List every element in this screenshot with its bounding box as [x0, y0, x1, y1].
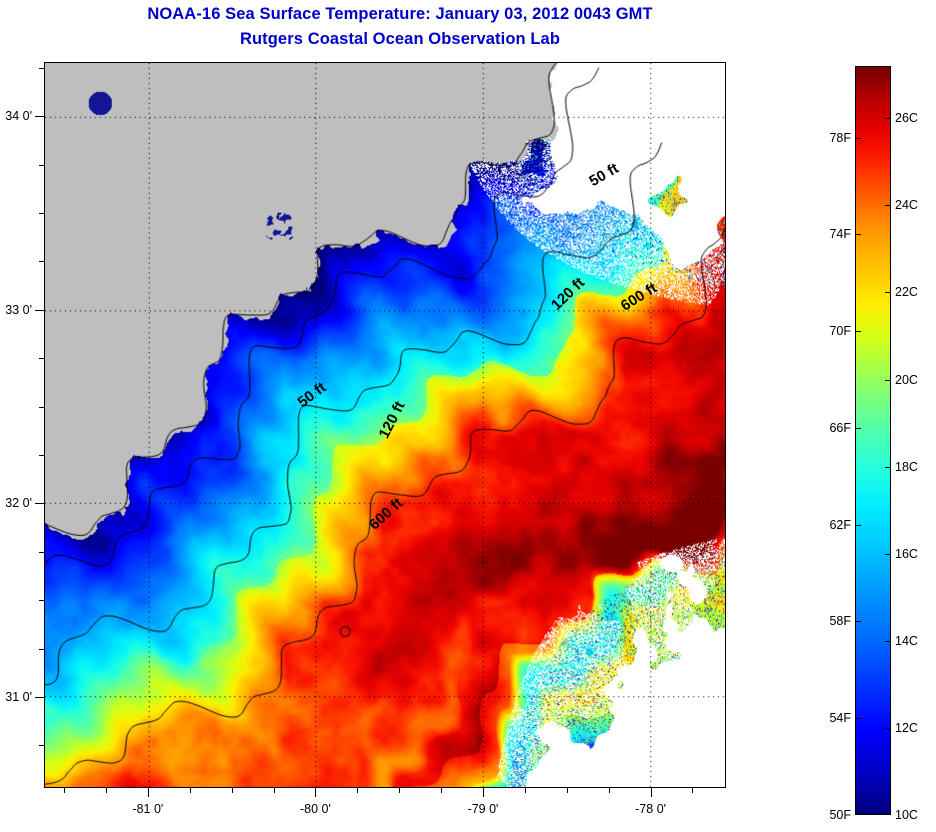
colorbar-tick-fahrenheit — [855, 427, 861, 429]
y-tick-minor — [39, 455, 44, 456]
colorbar-tick-celsius — [885, 640, 891, 642]
y-tick-minor — [39, 648, 44, 650]
x-tick-minor — [524, 788, 526, 793]
page-title: NOAA-16 Sea Surface Temperature: January… — [147, 5, 653, 23]
sst-map[interactable] — [44, 62, 726, 788]
y-tick-minor — [39, 600, 44, 602]
colorbar-tick-celsius — [885, 205, 891, 207]
x-axis-label: -79 0' — [467, 802, 499, 816]
colorbar-label-celsius: 18C — [895, 459, 918, 474]
x-tick-minor — [231, 788, 233, 793]
page-subtitle: Rutgers Coastal Ocean Observation Lab — [239, 30, 561, 48]
y-axis-label: 33 0' — [5, 302, 32, 317]
colorbar-tick-celsius — [885, 118, 891, 120]
colorbar-label-fahrenheit: 74F — [829, 227, 851, 242]
y-tick-minor — [39, 164, 44, 166]
x-tick-major — [483, 788, 485, 797]
x-tick-minor — [441, 788, 443, 793]
colorbar[interactable] — [855, 66, 891, 815]
colorbar-label-celsius: 12C — [895, 720, 918, 735]
x-tick-major — [147, 788, 149, 797]
colorbar-label-fahrenheit: 70F — [829, 324, 851, 339]
colorbar-label-fahrenheit: 50F — [829, 808, 851, 822]
x-tick-minor — [692, 788, 694, 793]
sst-raster — [45, 63, 725, 787]
y-tick-minor — [39, 745, 44, 747]
x-tick-minor — [64, 788, 66, 793]
x-tick-major — [650, 788, 652, 797]
y-tick-minor — [39, 358, 44, 360]
y-tick-major — [35, 503, 44, 505]
colorbar-label-celsius: 22C — [895, 285, 918, 300]
y-tick-minor — [39, 551, 44, 553]
colorbar-label-celsius: 26C — [895, 111, 918, 126]
x-tick-minor — [106, 788, 107, 793]
x-tick-minor — [608, 788, 610, 793]
colorbar-tick-fahrenheit — [855, 718, 861, 720]
colorbar-tick-fahrenheit — [855, 524, 861, 526]
colorbar-label-celsius: 16C — [895, 546, 918, 561]
y-tick-minor — [39, 67, 44, 69]
colorbar-tick-celsius — [885, 466, 891, 468]
x-axis-label: -80 0' — [300, 802, 331, 816]
y-tick-major — [35, 697, 44, 698]
colorbar-tick-celsius — [885, 292, 891, 294]
colorbar-label-celsius: 20C — [895, 372, 918, 387]
colorbar-tick-fahrenheit — [855, 234, 861, 236]
x-tick-major — [315, 788, 317, 797]
y-tick-minor — [39, 213, 44, 214]
y-axis-label: 34 0' — [5, 109, 32, 124]
y-tick-minor — [39, 261, 44, 263]
y-tick-major — [35, 309, 44, 311]
colorbar-label-fahrenheit: 62F — [829, 517, 851, 532]
colorbar-tick-celsius — [885, 553, 891, 555]
y-tick-major — [35, 116, 44, 118]
colorbar-tick-fahrenheit — [855, 137, 861, 139]
x-tick-minor — [566, 788, 568, 793]
colorbar-tick-fahrenheit — [855, 331, 861, 333]
x-axis-label: -78 0' — [635, 802, 667, 816]
x-tick-minor — [357, 788, 359, 793]
colorbar-label-fahrenheit: 66F — [829, 420, 851, 435]
colorbar-tick-celsius — [885, 727, 891, 729]
x-tick-minor — [399, 788, 401, 793]
colorbar-label-fahrenheit: 58F — [829, 614, 851, 629]
title-block: NOAA-16 Sea Surface Temperature: January… — [0, 0, 800, 49]
colorbar-label-celsius: 14C — [895, 633, 918, 648]
colorbar-tick-celsius — [885, 379, 891, 381]
colorbar-gradient — [855, 66, 891, 815]
x-tick-minor — [273, 788, 275, 793]
y-axis-label: 32 0' — [5, 496, 32, 511]
colorbar-label-fahrenheit: 78F — [829, 130, 851, 145]
y-axis-label: 31 0' — [5, 690, 32, 704]
x-axis-label: -81 0' — [132, 802, 164, 816]
colorbar-tick-fahrenheit — [855, 621, 861, 623]
colorbar-label-fahrenheit: 54F — [829, 711, 851, 726]
x-tick-minor — [189, 788, 191, 793]
colorbar-label-celsius: 10C — [895, 808, 918, 822]
y-tick-minor — [39, 406, 44, 408]
colorbar-label-celsius: 24C — [895, 198, 918, 213]
